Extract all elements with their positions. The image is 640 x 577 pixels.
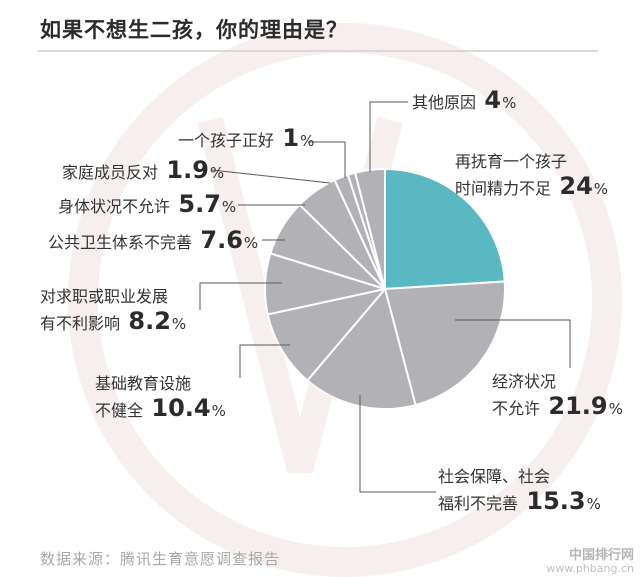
pie-label-text: 社会保障、社会	[438, 467, 551, 486]
pie-value-unit: %	[593, 180, 609, 198]
pie-value-label: 1.9	[158, 156, 209, 184]
pie-value-label: 21.9	[540, 392, 608, 420]
pie-value-unit: %	[171, 315, 187, 333]
pie-label-health: 身体状况不允许 5.7%	[58, 192, 236, 219]
pie-value-unit: %	[211, 402, 226, 420]
title-divider	[38, 50, 598, 52]
leader-line-economic	[455, 319, 571, 368]
pie-slice-economic	[383, 280, 506, 407]
pie-label-career: 对求职或职业发展 有不利影响 8.2%	[40, 285, 186, 336]
pie-label-text: 其他原因	[412, 93, 477, 112]
leader-line-welfare	[359, 395, 436, 493]
pie-label-text: 时间精力不足	[455, 179, 552, 198]
pie-label-text: 对求职或职业发展	[40, 287, 169, 306]
pie-value-unit: %	[209, 164, 225, 182]
pie-label-text: 不健全	[95, 401, 144, 420]
pie-value-label: 4	[476, 86, 502, 114]
site-watermark: 中国排行网 www.phbang.cn	[546, 549, 634, 575]
pie-label-childcare-time: 再抚育一个孩子 时间精力不足 24%	[455, 150, 608, 201]
pie-label-family: 家庭成员反对 1.9%	[62, 158, 224, 185]
pie-label-economic: 经济状况不允许 21.9%	[492, 370, 623, 421]
pie-slice-education	[266, 287, 388, 382]
pie-label-text: 公共卫生体系不完善	[48, 233, 193, 252]
pie-label-text: 家庭成员反对	[62, 163, 159, 182]
watermark-line-1: 中国排行网	[568, 548, 634, 563]
pie-value-label: 8.2	[120, 307, 171, 335]
pie-value-unit: %	[608, 400, 623, 418]
source-note: 数据来源：腾讯生育意愿调查报告	[40, 550, 281, 568]
page-title: 如果不想生二孩，你的理由是？	[40, 18, 348, 42]
pie-value-label: 10.4	[143, 394, 211, 422]
pie-label-public-health: 公共卫生体系不完善 7.6%	[48, 228, 258, 255]
pie-label-text: 福利不完善	[438, 494, 519, 513]
pie-label-text: 不允许	[492, 399, 541, 418]
pie-label-text: 经济状况	[492, 372, 557, 391]
pie-value-label: 1	[274, 124, 300, 152]
pie-value-unit: %	[300, 132, 315, 150]
leader-line-career	[199, 282, 282, 310]
pie-label-text: 基础教育设施	[95, 374, 192, 393]
watermark-line-2: www.phbang.cn	[546, 562, 634, 575]
pie-label-one-child-good: 一个孩子正好 1%	[178, 126, 314, 153]
leader-line-education	[239, 344, 290, 378]
pie-value-label: 7.6	[192, 226, 243, 254]
pie-value-label: 15.3	[518, 487, 586, 515]
pie-slice-welfare	[305, 286, 417, 410]
pie-slice-childcare-time	[384, 167, 506, 291]
pie-value-unit: %	[243, 234, 259, 252]
pie-label-education: 基础教育设施 不健全 10.4%	[95, 372, 226, 423]
pie-label-text: 再抚育一个孩子	[455, 152, 568, 171]
pie-label-text: 一个孩子正好	[178, 131, 275, 150]
pie-value-label: 5.7	[170, 190, 221, 218]
pie-label-other: 其他原因 4%	[412, 88, 516, 115]
pie-value-label: 24	[551, 172, 593, 200]
pie-label-text: 有不利影响	[40, 314, 121, 333]
pie-value-unit: %	[502, 94, 517, 112]
leader-line-family	[211, 169, 331, 184]
pie-label-welfare: 社会保障、社会 福利不完善 15.3%	[438, 465, 601, 516]
pie-value-unit: %	[586, 495, 601, 513]
leader-line-other	[369, 101, 408, 172]
pie-label-text: 身体状况不允许	[58, 197, 171, 216]
pie-value-unit: %	[221, 198, 237, 216]
leader-line-one-child-good	[308, 141, 346, 178]
